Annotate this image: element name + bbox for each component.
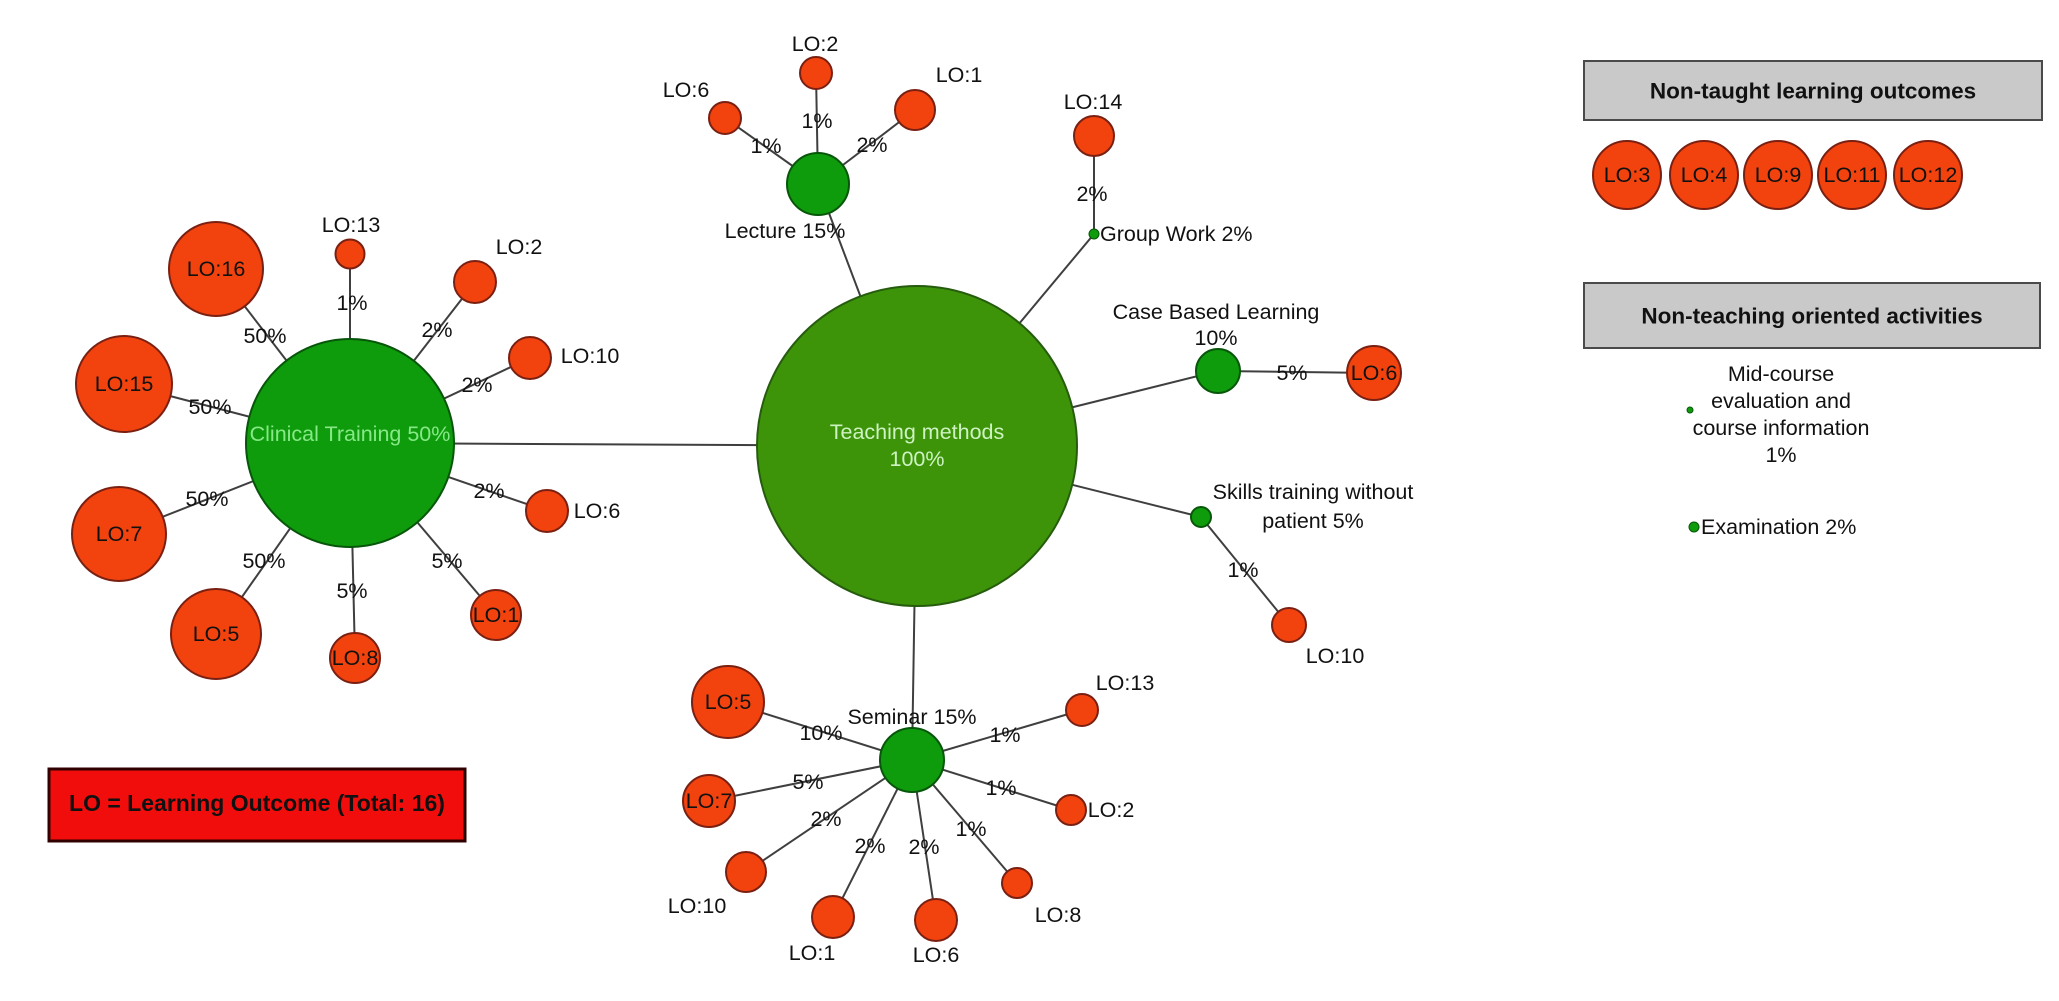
svg-text:2%: 2%: [421, 318, 452, 342]
svg-text:LO:1: LO:1: [473, 603, 520, 627]
svg-text:LO:7: LO:7: [96, 522, 143, 546]
svg-text:Clinical Training 50%: Clinical Training 50%: [250, 422, 451, 446]
svg-text:LO:16: LO:16: [187, 257, 246, 281]
svg-text:Group Work 2%: Group Work 2%: [1100, 222, 1253, 246]
svg-text:LO:5: LO:5: [193, 622, 240, 646]
svg-text:LO:4: LO:4: [1681, 163, 1728, 187]
svg-text:5%: 5%: [1276, 361, 1307, 385]
svg-text:Seminar 15%: Seminar 15%: [847, 705, 976, 729]
svg-text:5%: 5%: [792, 770, 823, 794]
svg-text:1%: 1%: [1227, 558, 1258, 582]
svg-text:1%: 1%: [750, 134, 781, 158]
svg-text:1%: 1%: [1765, 443, 1796, 467]
svg-text:LO:1: LO:1: [936, 63, 983, 87]
svg-text:evaluation and: evaluation and: [1711, 389, 1851, 413]
svg-text:LO:10: LO:10: [1306, 644, 1365, 668]
svg-text:patient 5%: patient 5%: [1262, 509, 1364, 533]
svg-text:1%: 1%: [801, 109, 832, 133]
svg-text:LO:8: LO:8: [1035, 903, 1082, 927]
svg-text:10%: 10%: [799, 721, 842, 745]
svg-text:10%: 10%: [1194, 326, 1237, 350]
svg-text:Examination 2%: Examination 2%: [1701, 515, 1856, 539]
svg-text:1%: 1%: [989, 723, 1020, 747]
svg-text:2%: 2%: [461, 373, 492, 397]
svg-text:LO:7: LO:7: [686, 789, 733, 813]
svg-text:LO:1: LO:1: [789, 941, 836, 965]
svg-text:1%: 1%: [985, 776, 1016, 800]
svg-text:Teaching methods: Teaching methods: [830, 420, 1005, 444]
svg-text:LO:10: LO:10: [668, 894, 727, 918]
svg-text:2%: 2%: [908, 835, 939, 859]
svg-text:LO:10: LO:10: [561, 344, 620, 368]
svg-text:LO:11: LO:11: [1824, 163, 1881, 187]
svg-text:2%: 2%: [473, 479, 504, 503]
svg-text:LO:3: LO:3: [1604, 163, 1651, 187]
svg-text:LO:6: LO:6: [913, 943, 960, 967]
svg-text:Non-teaching oriented activiti: Non-teaching oriented activities: [1641, 304, 1982, 329]
svg-text:LO:6: LO:6: [1351, 361, 1398, 385]
svg-text:Mid-course: Mid-course: [1728, 362, 1834, 386]
svg-text:2%: 2%: [810, 807, 841, 831]
svg-text:5%: 5%: [431, 549, 462, 573]
svg-text:LO:14: LO:14: [1064, 90, 1123, 114]
svg-text:50%: 50%: [242, 549, 285, 573]
svg-text:Case Based Learning: Case Based Learning: [1113, 300, 1320, 324]
svg-text:Lecture 15%: Lecture 15%: [725, 219, 846, 243]
svg-text:LO:5: LO:5: [705, 690, 752, 714]
svg-text:2%: 2%: [1076, 182, 1107, 206]
svg-text:2%: 2%: [854, 834, 885, 858]
svg-text:5%: 5%: [336, 579, 367, 603]
svg-text:LO:13: LO:13: [322, 213, 381, 237]
svg-text:LO:8: LO:8: [332, 646, 379, 670]
svg-text:50%: 50%: [188, 395, 231, 419]
svg-text:LO:13: LO:13: [1096, 671, 1155, 695]
svg-text:100%: 100%: [890, 447, 945, 471]
svg-text:LO:9: LO:9: [1755, 163, 1802, 187]
svg-text:LO:15: LO:15: [95, 372, 154, 396]
svg-text:LO = Learning Outcome (Total:: LO = Learning Outcome (Total: 16): [69, 790, 445, 816]
svg-text:Skills training without: Skills training without: [1213, 480, 1414, 504]
svg-text:2%: 2%: [856, 133, 887, 157]
svg-text:LO:2: LO:2: [1088, 798, 1135, 822]
svg-text:LO:2: LO:2: [792, 32, 839, 56]
svg-text:1%: 1%: [336, 291, 367, 315]
svg-text:LO:2: LO:2: [496, 235, 543, 259]
svg-text:LO:12: LO:12: [1899, 163, 1958, 187]
svg-text:LO:6: LO:6: [663, 78, 710, 102]
svg-text:50%: 50%: [185, 487, 228, 511]
svg-text:50%: 50%: [243, 324, 286, 348]
svg-text:1%: 1%: [955, 817, 986, 841]
svg-text:Non-taught learning outcomes: Non-taught learning outcomes: [1650, 79, 1976, 104]
svg-text:course information: course information: [1693, 416, 1870, 440]
svg-text:LO:6: LO:6: [574, 499, 621, 523]
